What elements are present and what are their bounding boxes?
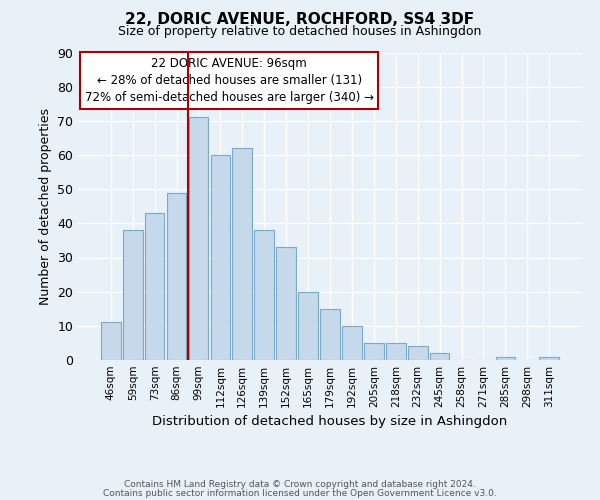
Bar (145, 213, 164, 360)
Bar (254, 230, 274, 360)
Bar (320, 308, 340, 360)
Text: 22, DORIC AVENUE, ROCHFORD, SS4 3DF: 22, DORIC AVENUE, ROCHFORD, SS4 3DF (125, 12, 475, 28)
Bar (211, 155, 230, 360)
Text: Contains HM Land Registry data © Crown copyright and database right 2024.: Contains HM Land Registry data © Crown c… (124, 480, 476, 489)
Bar (232, 148, 252, 360)
Bar (539, 356, 559, 360)
Bar (496, 356, 515, 360)
X-axis label: Distribution of detached houses by size in Ashingdon: Distribution of detached houses by size … (152, 416, 508, 428)
Bar (386, 343, 406, 360)
Text: Contains public sector information licensed under the Open Government Licence v3: Contains public sector information licen… (103, 488, 497, 498)
Bar (188, 118, 208, 360)
Bar (101, 322, 121, 360)
Text: Size of property relative to detached houses in Ashingdon: Size of property relative to detached ho… (118, 25, 482, 38)
Bar (408, 346, 428, 360)
Y-axis label: Number of detached properties: Number of detached properties (38, 108, 52, 304)
Bar (167, 192, 187, 360)
Bar (123, 230, 143, 360)
Bar (430, 353, 449, 360)
Bar (364, 343, 384, 360)
Bar (276, 247, 296, 360)
Bar (342, 326, 362, 360)
Bar (298, 292, 318, 360)
Text: 22 DORIC AVENUE: 96sqm
← 28% of detached houses are smaller (131)
72% of semi-de: 22 DORIC AVENUE: 96sqm ← 28% of detached… (85, 57, 374, 104)
